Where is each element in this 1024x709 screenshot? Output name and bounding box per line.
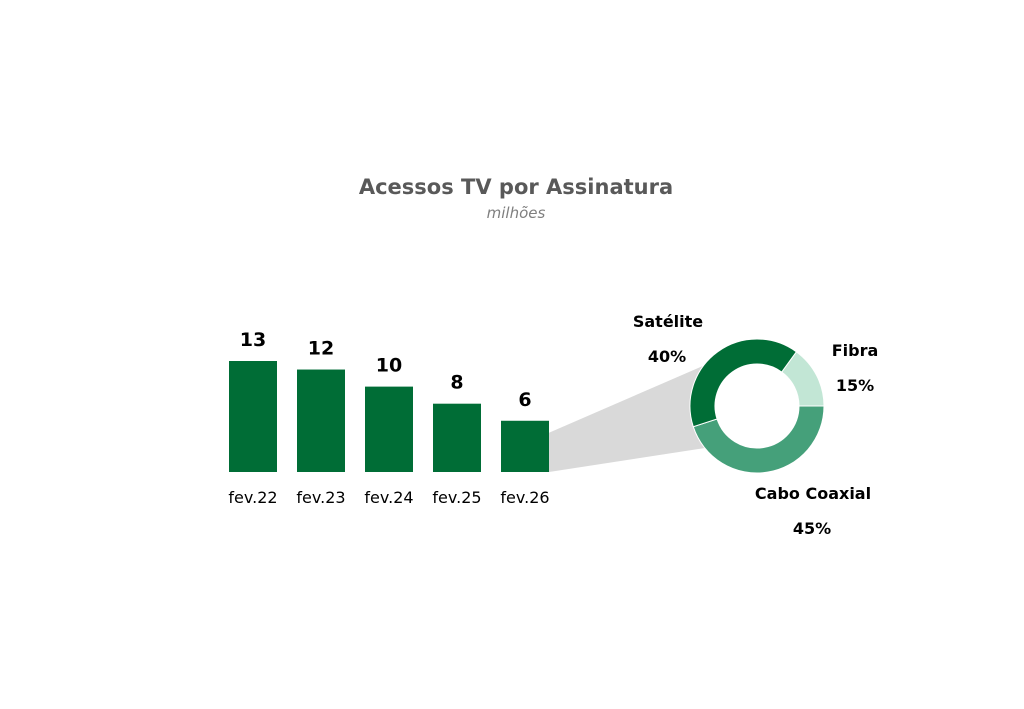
slice-percent-label: 45% [793, 519, 831, 538]
slice-percent-label: 15% [836, 376, 874, 395]
chart-subtitle: milhões [487, 204, 546, 222]
data-label-fev.26: 6 [518, 389, 531, 411]
slice-name-label: Fibra [832, 341, 879, 360]
donut-chart: Satélite 40% Fibra 15% Cabo Coaxial 45% [633, 312, 878, 538]
connector-group [549, 362, 712, 472]
connector-band [549, 362, 712, 472]
slice-percent-label: 40% [648, 347, 686, 366]
data-label-fev.23: 12 [308, 338, 334, 360]
chart-title: Acessos TV por Assinatura [359, 175, 673, 199]
x-tick-label: fev.22 [228, 488, 277, 507]
bar-fev.24 [365, 386, 413, 472]
donut-slice-satélite [689, 338, 798, 428]
x-tick-label: fev.26 [500, 488, 549, 507]
slice-name-label: Satélite [633, 312, 703, 331]
x-tick-label: fev.25 [432, 488, 481, 507]
data-label-fev.22: 13 [240, 329, 266, 351]
bar-fev.23 [297, 369, 345, 472]
data-label-fev.25: 8 [450, 372, 463, 394]
bar-fev.26 [501, 420, 549, 472]
bar-series: 13 fev.22 12 fev.23 10 fev.24 8 fev.25 6 fev.26 [228, 329, 549, 507]
slice-name-label: Cabo Coaxial [755, 484, 871, 503]
x-tick-label: fev.23 [296, 488, 345, 507]
donut-slice-cabo-coaxial [692, 405, 825, 474]
bar-fev.25 [433, 403, 481, 472]
bar-fev.22 [229, 361, 277, 472]
x-tick-label: fev.24 [364, 488, 413, 507]
data-label-fev.24: 10 [376, 355, 402, 377]
